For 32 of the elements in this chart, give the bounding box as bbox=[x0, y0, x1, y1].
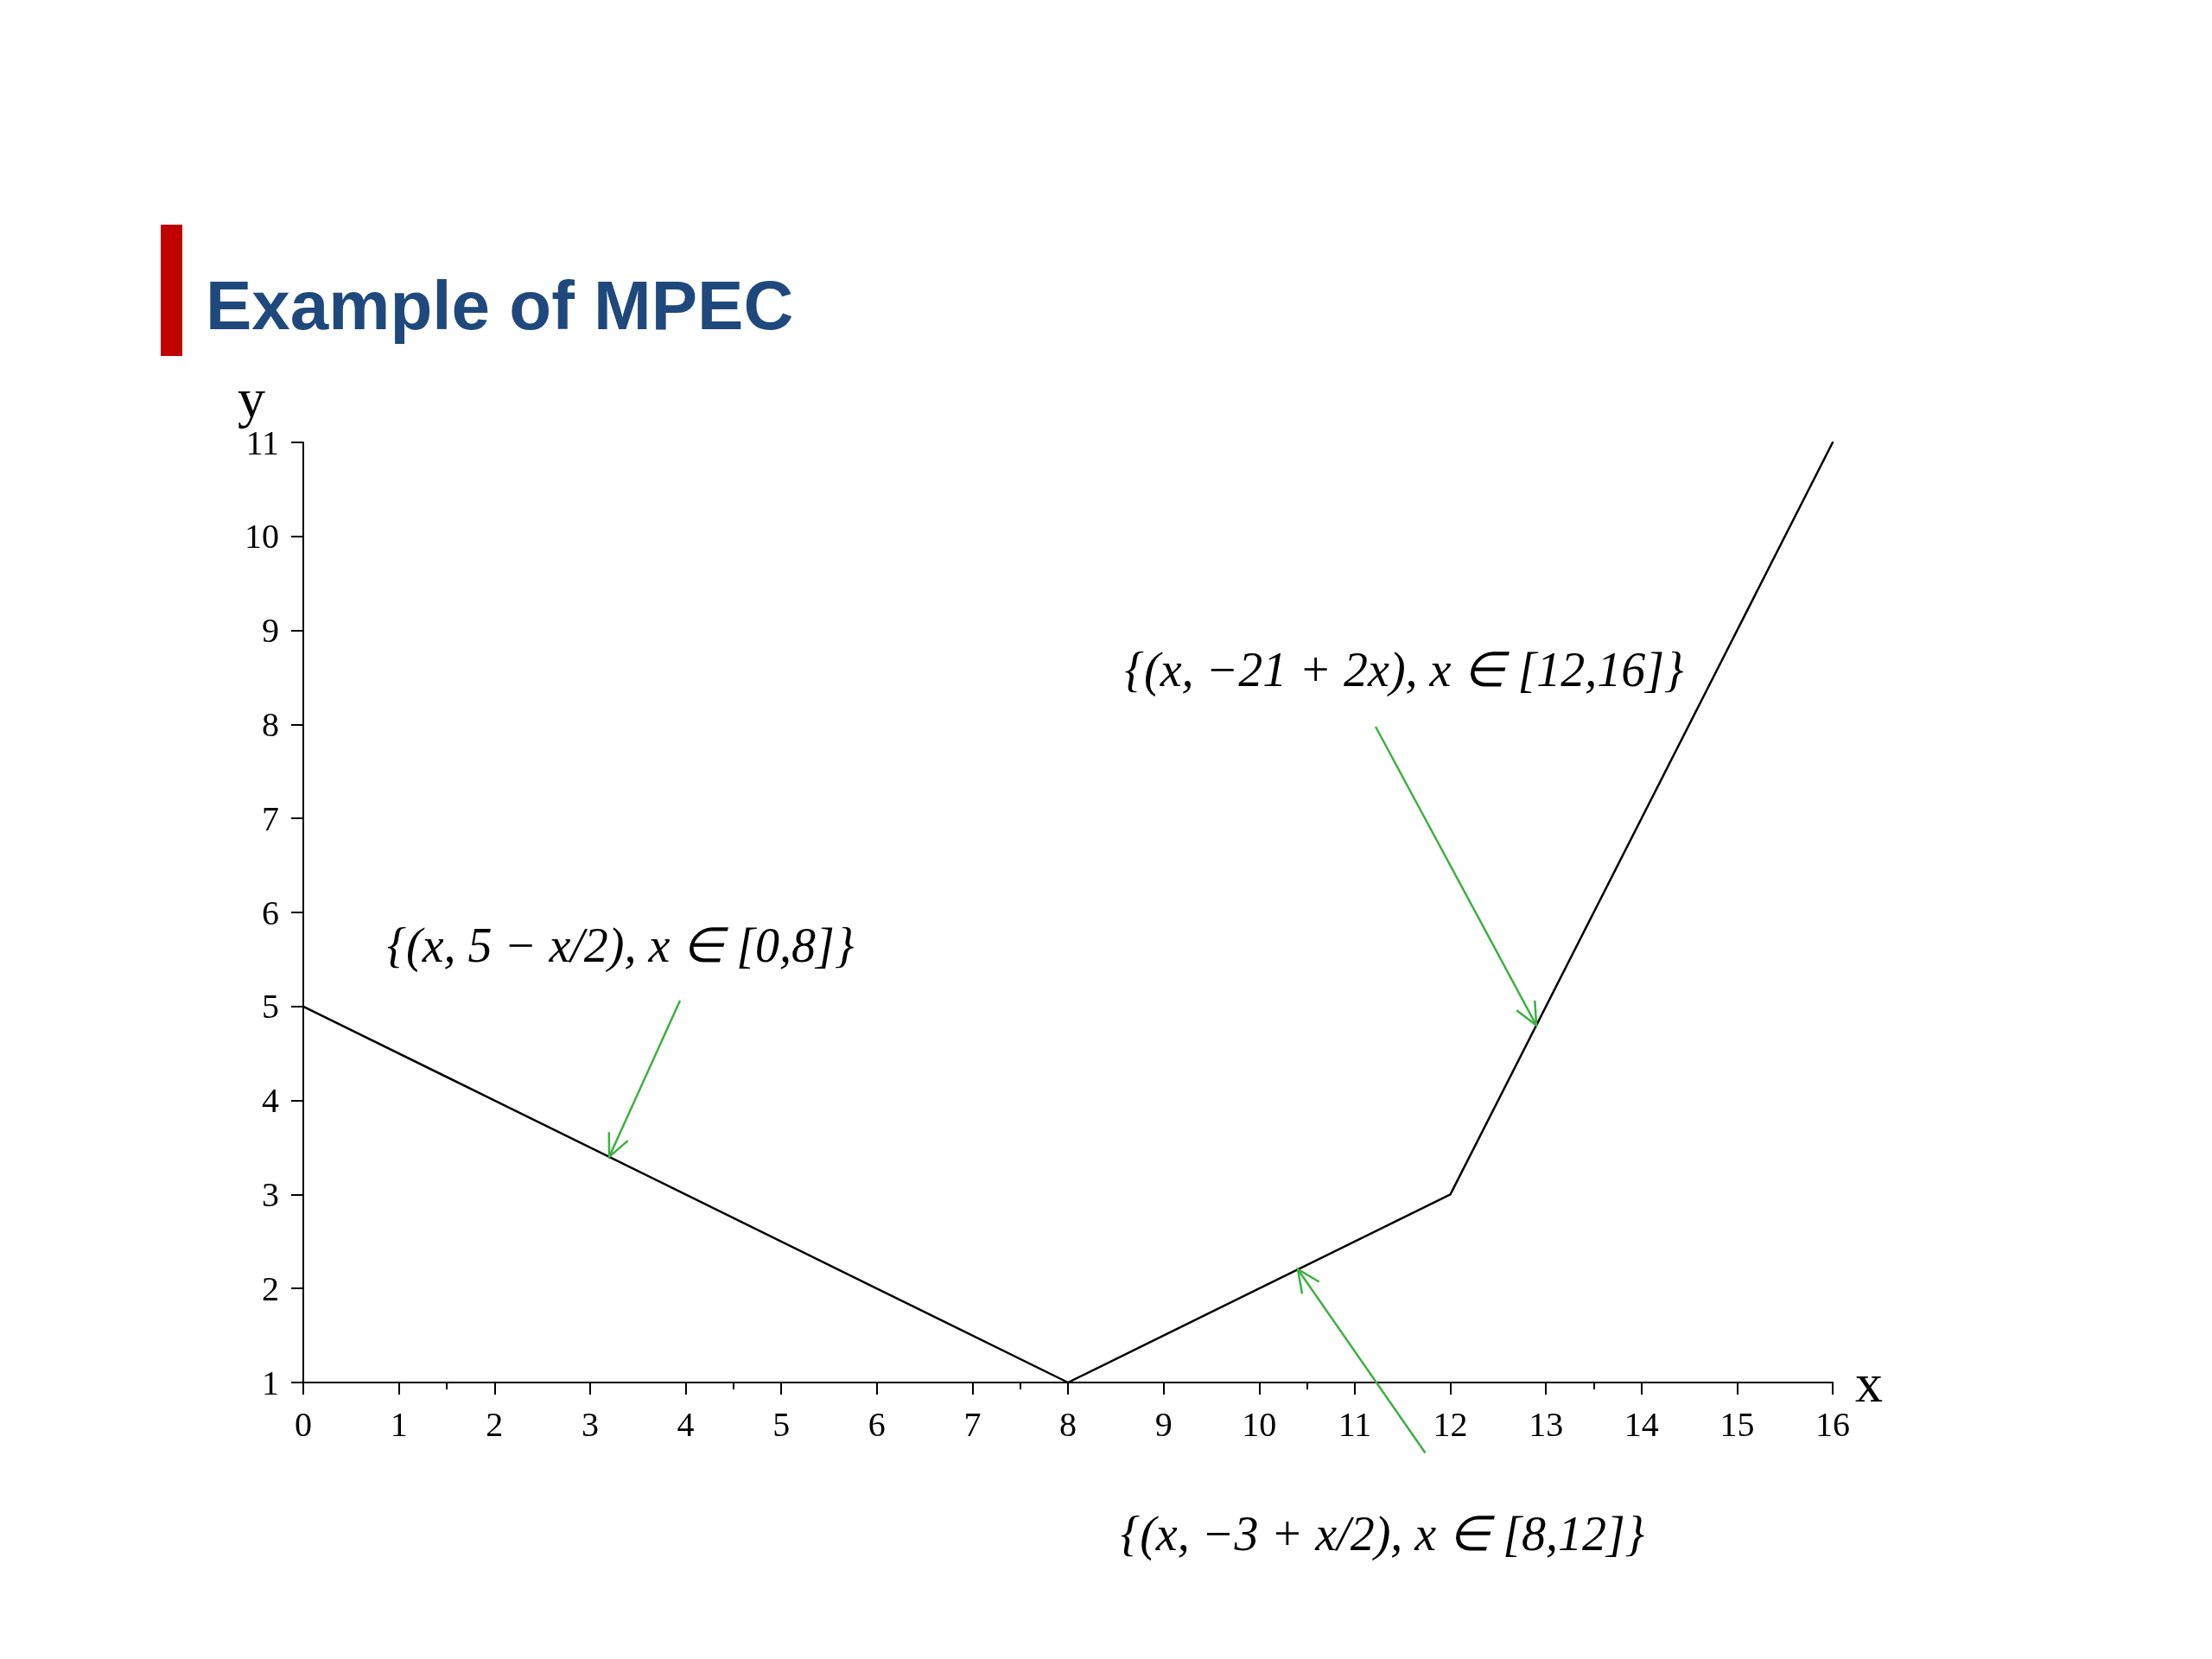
x-tick-label: 4 bbox=[677, 1404, 695, 1444]
y-tick-label: 3 bbox=[262, 1174, 279, 1214]
y-tick-label: 4 bbox=[262, 1081, 279, 1121]
x-tick-label: 0 bbox=[295, 1404, 312, 1444]
x-tick-label: 14 bbox=[1624, 1404, 1659, 1444]
annotation: {(x, 5 − x/2), x ∈ [0,8]} bbox=[386, 918, 855, 973]
y-tick-label: 5 bbox=[262, 987, 279, 1027]
x-tick-label: 10 bbox=[1242, 1404, 1277, 1444]
y-tick-label: 2 bbox=[262, 1268, 279, 1308]
y-tick-label: 7 bbox=[262, 798, 279, 838]
annotation: {(x, −21 + 2x), x ∈ [12,16]} bbox=[1124, 643, 1684, 697]
y-tick-label: 9 bbox=[262, 611, 279, 651]
chart-title: Example of MPEC bbox=[206, 266, 794, 344]
x-tick-label: 11 bbox=[1338, 1404, 1372, 1444]
y-tick-label: 10 bbox=[245, 517, 279, 556]
x-tick-label: 15 bbox=[1719, 1404, 1755, 1444]
x-tick-label: 5 bbox=[772, 1404, 791, 1444]
x-tick-label: 13 bbox=[1529, 1404, 1564, 1444]
x-tick-label: 3 bbox=[581, 1404, 599, 1444]
x-tick-label: 8 bbox=[1059, 1404, 1077, 1444]
x-tick-label: 1 bbox=[390, 1404, 408, 1444]
x-tick-label: 9 bbox=[1154, 1404, 1173, 1444]
x-tick-label: 16 bbox=[1815, 1404, 1850, 1444]
y-tick-label: 1 bbox=[262, 1363, 279, 1402]
annotation: {(x, −3 + x/2), x ∈ [8,12]} bbox=[1120, 1507, 1645, 1561]
x-axis-title: x bbox=[1854, 1351, 1883, 1414]
x-tick-label: 6 bbox=[868, 1404, 886, 1444]
y-tick-label: 6 bbox=[262, 893, 279, 932]
y-tick-label: 8 bbox=[262, 704, 279, 744]
x-tick-label: 12 bbox=[1433, 1404, 1468, 1444]
x-tick-label: 7 bbox=[963, 1404, 982, 1444]
x-tick-label: 2 bbox=[486, 1404, 504, 1444]
